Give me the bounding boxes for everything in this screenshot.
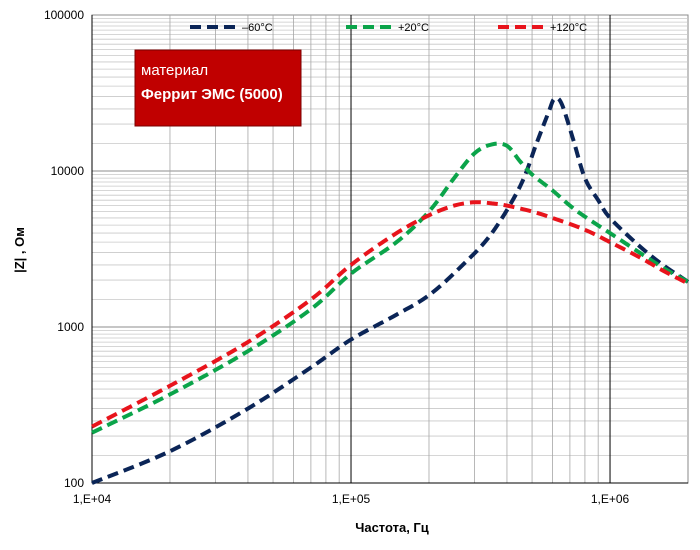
y-tick-label: 100000 bbox=[44, 8, 84, 22]
x-axis-title: Частота, Гц bbox=[355, 520, 429, 535]
series-layer bbox=[91, 96, 690, 485]
annotation-line2: Феррит ЭМС (5000) bbox=[141, 86, 283, 103]
legend-label: +20°C bbox=[398, 22, 429, 34]
y-tick-label: 10000 bbox=[51, 164, 85, 178]
series-line-2 bbox=[91, 141, 689, 435]
series-line-3 bbox=[91, 200, 689, 429]
x-tick-label: 1,E+05 bbox=[332, 492, 371, 506]
y-tick-label: 100 bbox=[64, 476, 84, 490]
y-axis-title: |Z| , Ом bbox=[12, 227, 27, 273]
legend-label: –60°C bbox=[242, 22, 273, 34]
series-line-1 bbox=[91, 96, 690, 485]
legend-label: +120°C bbox=[550, 22, 587, 34]
material-annotation: материал Феррит ЭМС (5000) bbox=[134, 49, 302, 127]
annotation-box bbox=[134, 49, 302, 127]
x-tick-label: 1,E+06 bbox=[591, 492, 630, 506]
tick-labels: 100 1000 10000 100000 1,E+04 1,E+05 1,E+06 bbox=[44, 8, 630, 506]
legend: –60°C +20°C +120°C bbox=[190, 22, 587, 34]
y-tick-label: 1000 bbox=[57, 320, 84, 334]
annotation-line1: материал bbox=[141, 62, 208, 79]
x-tick-label: 1,E+04 bbox=[73, 492, 112, 506]
